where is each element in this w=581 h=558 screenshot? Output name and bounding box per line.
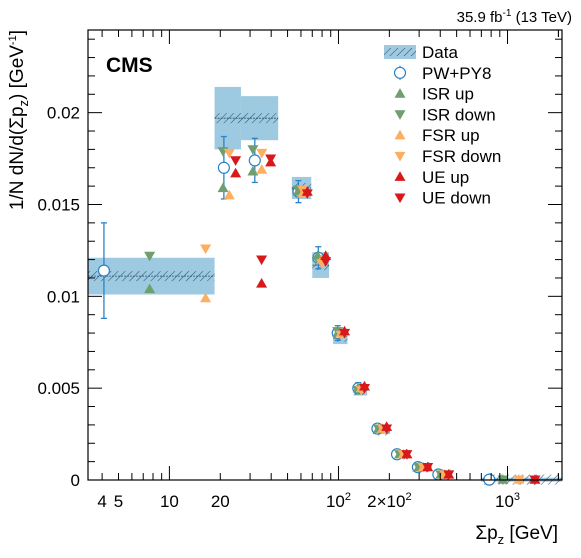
legend-fsr-down-marker xyxy=(394,151,406,162)
legend-ue-up-label: UE up xyxy=(422,168,469,187)
fsr-up-marker xyxy=(223,189,235,200)
legend-isr-down-marker xyxy=(394,110,406,120)
x-tick-label: 102 xyxy=(326,491,351,511)
x-axis-title: Σpz [GeV] xyxy=(475,523,558,547)
legend-pwpy8-marker xyxy=(393,66,407,79)
legend-fsr-up-label: FSR up xyxy=(422,126,480,145)
ue-up-marker xyxy=(256,277,268,288)
ue-down-marker xyxy=(256,255,268,266)
ue-down-marker xyxy=(381,424,393,435)
y-tick-label: 0.015 xyxy=(37,195,80,214)
legend-ue-down-label: UE down xyxy=(422,189,491,208)
legend-fsr-up-marker xyxy=(394,129,406,140)
legend-pwpy8-label: PW+PY8 xyxy=(422,64,491,83)
ue-down-marker xyxy=(265,154,277,165)
legend-data-hatch xyxy=(384,48,416,56)
legend-ue-up-marker xyxy=(394,171,406,181)
y-tick-label: 0.005 xyxy=(37,379,80,398)
data-hatch-layer xyxy=(88,113,562,485)
ue-down-marker xyxy=(358,384,370,394)
isr-up-marker xyxy=(144,283,156,294)
ue-down-marker xyxy=(401,450,413,460)
x-tick-label: 20 xyxy=(211,492,230,511)
legend-fsr-down-label: FSR down xyxy=(422,147,501,166)
pwpy8-marker xyxy=(248,154,261,167)
isr-up-marker xyxy=(247,165,259,176)
ue-down-marker xyxy=(230,156,242,166)
ue-down-marker xyxy=(301,189,313,199)
fsr-down-marker xyxy=(200,244,212,255)
pwpy8-marker xyxy=(97,264,111,277)
x-tick-label: 10 xyxy=(160,492,179,511)
axis-layer: 4 5 10 20 102 2×102 103 0 0.005 0.01 0.015 0.02 xyxy=(37,30,562,511)
ue-up-marker xyxy=(230,167,242,178)
y-axis-title: 1/N dN/d(Σpz) [GeV-1] xyxy=(7,30,31,210)
plot-frame xyxy=(87,29,563,481)
fsr-down-marker xyxy=(256,148,268,159)
x-tick-label: 2×102 xyxy=(367,491,411,511)
y-tick-label: 0.01 xyxy=(47,287,80,306)
legend-isr-up-label: ISR up xyxy=(422,85,474,104)
isr-down-marker xyxy=(247,145,259,155)
y-tick-label: 0.02 xyxy=(47,104,80,123)
cms-label: CMS xyxy=(106,54,153,77)
ue-down-marker xyxy=(339,328,351,339)
legend-data-label: Data xyxy=(422,43,458,62)
legend-isr-up-marker xyxy=(394,88,406,98)
ue-down-marker xyxy=(422,463,434,473)
isr-down-marker xyxy=(144,251,156,262)
ue-down-marker xyxy=(320,257,332,267)
legend-ue-down-marker xyxy=(394,193,406,204)
fsr-down-marker xyxy=(223,148,235,159)
ue-down-marker xyxy=(443,470,455,480)
pwpy8-marker xyxy=(217,161,230,174)
marker-layer xyxy=(97,135,541,486)
y-tick-label: 0 xyxy=(71,471,80,490)
legend-isr-down-label: ISR down xyxy=(422,105,496,124)
fsr-up-marker xyxy=(256,164,268,174)
luminosity-label: 35.9 fb-1 (13 TeV) xyxy=(457,8,572,26)
x-tick-label: 4 xyxy=(97,492,106,511)
x-tick-label: 5 xyxy=(114,492,123,511)
fsr-up-marker xyxy=(200,292,212,303)
x-tick-label: 103 xyxy=(495,491,520,511)
isr-up-marker xyxy=(217,182,229,193)
